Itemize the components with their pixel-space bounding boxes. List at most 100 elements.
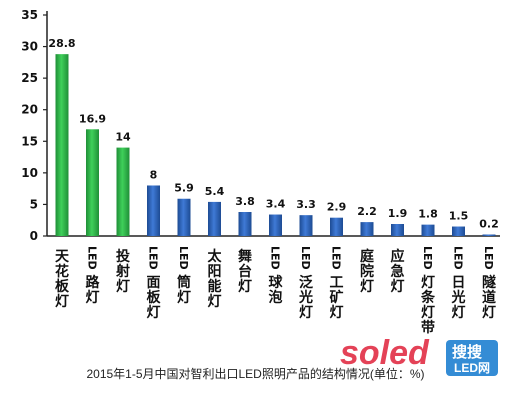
category-label-led: LED bbox=[147, 246, 160, 270]
category-label-char: 阳 bbox=[208, 264, 222, 280]
bar bbox=[177, 198, 191, 236]
bar bbox=[147, 185, 160, 236]
category-label-char: 太 bbox=[208, 248, 223, 265]
bar bbox=[452, 226, 465, 236]
category-label-char: 球 bbox=[269, 274, 284, 291]
category-label-char: 灯 bbox=[421, 274, 435, 291]
category-label-led: LED bbox=[330, 246, 343, 270]
category-label-char: 灯 bbox=[299, 304, 313, 321]
category-label-char: 能 bbox=[208, 278, 222, 295]
bar bbox=[360, 222, 374, 236]
category-label: LED 路灯 bbox=[86, 246, 101, 306]
category-label-led: LED bbox=[177, 246, 190, 270]
category-label-char: 光 bbox=[298, 289, 313, 306]
bar bbox=[86, 129, 99, 236]
category-label-char: 投 bbox=[116, 249, 130, 265]
category-label-char: 灯 bbox=[330, 304, 344, 321]
data-label: 14 bbox=[115, 131, 131, 144]
category-label-char: 板 bbox=[147, 289, 162, 306]
category-label-char: 日 bbox=[452, 275, 466, 291]
category-labels: 天花板灯LED路灯投射灯LED面板灯LED筒灯太阳能灯舞台灯LED球泡LED泛光… bbox=[55, 246, 496, 336]
category-label-char: 道 bbox=[482, 289, 496, 306]
category-label-char: 灯 bbox=[391, 278, 405, 295]
category-label-char: 舞 bbox=[238, 248, 252, 265]
category-label-char: 带 bbox=[421, 320, 435, 336]
y-tick-label: 30 bbox=[21, 40, 38, 54]
category-label-led: LED bbox=[452, 246, 465, 270]
category-label-char: 射 bbox=[115, 263, 130, 280]
bar bbox=[208, 201, 221, 236]
y-tick-label: 10 bbox=[21, 166, 38, 180]
category-label-led: LED bbox=[421, 246, 434, 270]
category-label-char: 矿 bbox=[330, 289, 344, 306]
category-label-char: 灯 bbox=[238, 278, 252, 295]
data-label: 5.4 bbox=[205, 185, 225, 198]
y-tick-label: 35 bbox=[21, 8, 38, 22]
data-label: 8 bbox=[150, 168, 158, 181]
category-label-char: 灯 bbox=[116, 278, 130, 295]
category-label-char: 灯 bbox=[482, 304, 496, 321]
category-label: LED 日光灯 bbox=[451, 246, 466, 321]
category-label-led: LED bbox=[299, 246, 312, 270]
category-label: 投射灯 bbox=[115, 249, 130, 295]
data-label: 0.2 bbox=[479, 218, 499, 231]
category-label-led: LED bbox=[482, 246, 495, 270]
category-label: 舞台灯 bbox=[238, 248, 252, 295]
category-label-char: 灯 bbox=[86, 289, 100, 306]
data-label: 16.9 bbox=[79, 112, 106, 125]
category-label-char: 灯 bbox=[360, 278, 374, 295]
watermark-badge bbox=[446, 340, 498, 376]
category-label-char: 台 bbox=[238, 263, 252, 280]
data-label: 2.2 bbox=[357, 205, 377, 218]
category-label-char: 筒 bbox=[177, 274, 191, 291]
y-tick-label: 15 bbox=[21, 134, 38, 148]
category-label-char: 花 bbox=[55, 263, 69, 280]
bar bbox=[330, 217, 343, 236]
data-label: 3.4 bbox=[266, 198, 286, 211]
category-label-char: 灯 bbox=[55, 293, 69, 310]
category-label-char: 面 bbox=[147, 275, 161, 291]
y-tick-label: 0 bbox=[30, 229, 38, 243]
category-label-char: 泡 bbox=[269, 289, 283, 306]
bar bbox=[421, 224, 435, 236]
chart-caption: 2015年1-5月中国对智利出口LED照明产品的结构情况(单位：%) bbox=[86, 367, 425, 381]
chart-svg: 0 5 10 15 20 25 30 35 28.8 16.9 14 8 5.9 5.4 3.8 3.4 3.… bbox=[21, 8, 500, 336]
category-label: LED 泛光灯 bbox=[298, 246, 313, 321]
watermark-badge-line2: LED网 bbox=[454, 361, 491, 375]
category-label: LED 面板灯 bbox=[147, 246, 162, 321]
data-label: 28.8 bbox=[48, 37, 75, 50]
category-label-char: 泛 bbox=[299, 274, 313, 291]
bar bbox=[55, 54, 69, 236]
category-label: LED 筒灯 bbox=[177, 246, 191, 306]
data-label: 1.9 bbox=[388, 207, 408, 220]
category-label-char: 板 bbox=[55, 278, 70, 295]
data-label: 3.3 bbox=[296, 198, 316, 211]
data-label: 5.9 bbox=[174, 182, 194, 195]
category-label: 应急灯 bbox=[391, 248, 405, 295]
category-label-char: 灯 bbox=[421, 304, 435, 321]
category-label-char: 院 bbox=[360, 263, 374, 280]
category-label-char: 路 bbox=[86, 274, 101, 291]
data-label: 2.9 bbox=[327, 201, 347, 214]
category-label-char: 隧 bbox=[482, 274, 496, 291]
category-label: 庭院灯 bbox=[360, 248, 375, 295]
watermark-badge-line1: 搜搜 bbox=[452, 344, 483, 361]
data-label: 1.8 bbox=[418, 208, 438, 221]
category-label-char: 灯 bbox=[208, 293, 222, 310]
category-label: LED 球泡 bbox=[269, 246, 284, 306]
y-tick-label: 20 bbox=[21, 103, 38, 117]
y-tick-label: 5 bbox=[30, 197, 38, 211]
category-label: LED 工矿灯 bbox=[330, 246, 344, 321]
data-labels: 28.8 16.9 14 8 5.9 5.4 3.8 3.4 3.3 2.9 2.2 1.9 1.8 1.… bbox=[48, 37, 498, 230]
category-label: LED 隧道灯 bbox=[482, 246, 496, 321]
category-label-char: 灯 bbox=[147, 304, 161, 321]
category-label-char: 条 bbox=[420, 289, 436, 306]
bars bbox=[55, 54, 496, 236]
category-label-char: 工 bbox=[330, 275, 344, 291]
y-tick-label: 25 bbox=[21, 71, 38, 85]
data-label: 3.8 bbox=[235, 195, 255, 208]
category-label-char: 天 bbox=[55, 249, 70, 265]
